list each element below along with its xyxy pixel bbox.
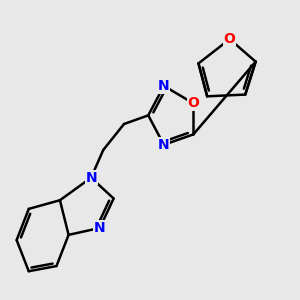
Text: N: N [85,171,97,185]
Text: O: O [224,32,236,46]
Text: N: N [158,138,170,152]
Text: O: O [188,96,199,110]
Text: N: N [158,79,170,93]
Text: N: N [94,221,106,235]
